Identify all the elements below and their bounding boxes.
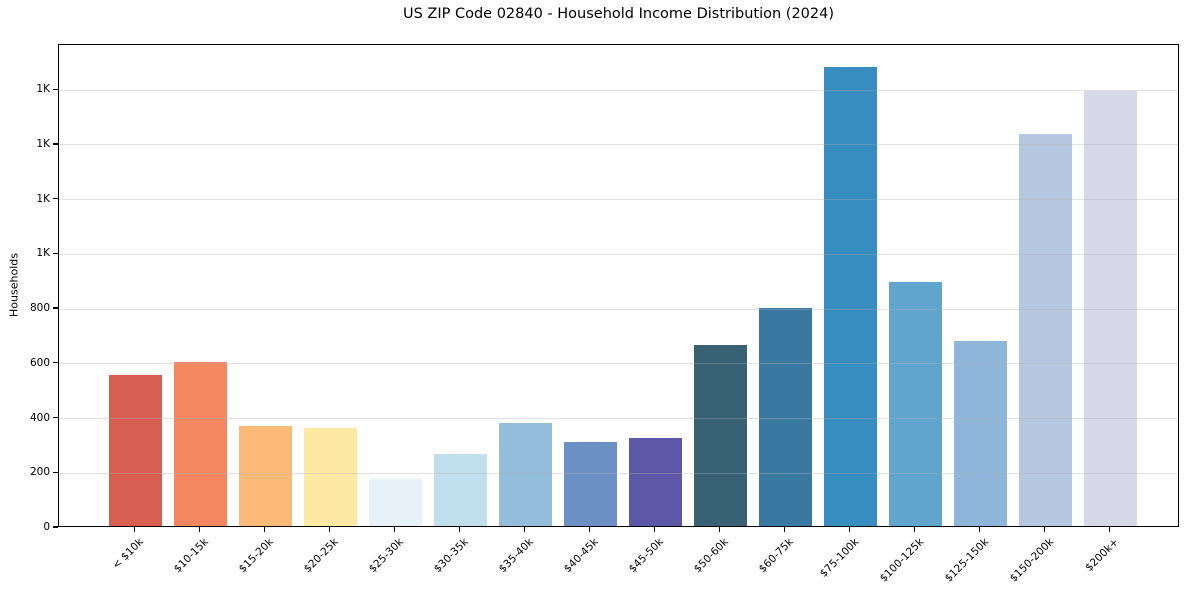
gridline — [59, 472, 1178, 474]
y-tick-label: 600 — [29, 356, 50, 369]
x-tick-label: $200k+ — [1083, 536, 1122, 574]
bar — [1084, 90, 1138, 526]
gridlines-layer — [59, 45, 1178, 526]
x-tick-label: $45-50k — [627, 536, 667, 576]
plot-area — [58, 44, 1179, 527]
y-tick-mark — [52, 143, 58, 145]
x-tick-mark — [1044, 527, 1046, 532]
bar — [369, 478, 423, 526]
gridline — [59, 144, 1178, 146]
bar — [174, 362, 228, 526]
x-tick-label: $30-35k — [432, 536, 472, 576]
bar — [499, 423, 553, 526]
x-tick-label: $60-75k — [757, 536, 797, 576]
bar — [434, 453, 488, 526]
bar — [824, 67, 878, 526]
x-tick-label: $75-100k — [817, 536, 862, 580]
bar — [629, 438, 683, 526]
y-tick-mark — [52, 471, 58, 473]
x-tick-label: $40-45k — [562, 536, 602, 576]
x-tick-mark — [914, 527, 916, 532]
x-tick-mark — [134, 527, 136, 532]
gridline — [59, 253, 1178, 255]
x-tick-label: $10-15k — [172, 536, 212, 576]
bar — [954, 340, 1008, 526]
x-tick-mark — [849, 527, 851, 532]
x-tick-label: $125-150k — [942, 536, 992, 585]
gridline — [59, 308, 1178, 310]
x-tick-mark — [1109, 527, 1111, 532]
x-tick-mark — [784, 527, 786, 532]
gridline — [59, 89, 1178, 91]
x-tick-label: $15-20k — [237, 536, 277, 576]
y-tick-label: 400 — [29, 411, 50, 424]
x-tick-mark — [524, 527, 526, 532]
bar — [694, 345, 748, 526]
y-tick-mark — [52, 197, 58, 200]
x-tick-mark — [719, 527, 721, 532]
x-tick-mark — [979, 527, 981, 532]
gridline — [59, 418, 1178, 420]
bar — [564, 442, 618, 526]
chart-title: US ZIP Code 02840 - Household Income Dis… — [402, 6, 835, 22]
gridline — [59, 363, 1178, 365]
x-tick-mark — [459, 527, 461, 532]
y-tick-mark — [52, 88, 58, 90]
bar — [759, 307, 813, 526]
y-tick-mark — [52, 416, 58, 419]
y-tick-label: 200 — [29, 466, 50, 479]
bar — [239, 426, 293, 526]
y-tick-label: 800 — [29, 302, 50, 315]
bar — [109, 374, 163, 526]
y-tick-label: 1K — [36, 83, 50, 96]
x-tick-label: $25-30k — [367, 536, 407, 576]
y-tick-mark — [52, 362, 58, 364]
bars-layer — [59, 45, 1178, 526]
y-tick-label: 1K — [36, 247, 50, 260]
x-tick-mark — [589, 527, 591, 532]
x-tick-label: $20-25k — [302, 536, 342, 576]
gridline — [59, 199, 1178, 201]
y-tick-label: 1K — [36, 192, 50, 205]
bar — [889, 282, 943, 526]
x-tick-mark — [199, 527, 201, 532]
y-tick-label: 0 — [43, 521, 50, 533]
y-tick-mark — [52, 307, 58, 309]
x-tick-mark — [394, 527, 396, 532]
x-tick-label: $35-40k — [497, 536, 537, 576]
x-tick-label: $150-200k — [1007, 536, 1057, 585]
x-tick-mark — [329, 527, 331, 532]
y-tick-mark — [52, 526, 58, 528]
x-tick-mark — [654, 527, 656, 532]
x-tick-label: < $10k — [110, 536, 147, 572]
y-tick-label: 1K — [36, 137, 50, 150]
bar — [304, 428, 358, 526]
y-tick-mark — [52, 252, 58, 254]
x-tick-mark — [264, 527, 266, 532]
bar — [1019, 133, 1073, 526]
x-tick-label: $50-60k — [692, 536, 732, 576]
x-tick-label: $100-125k — [877, 536, 927, 585]
